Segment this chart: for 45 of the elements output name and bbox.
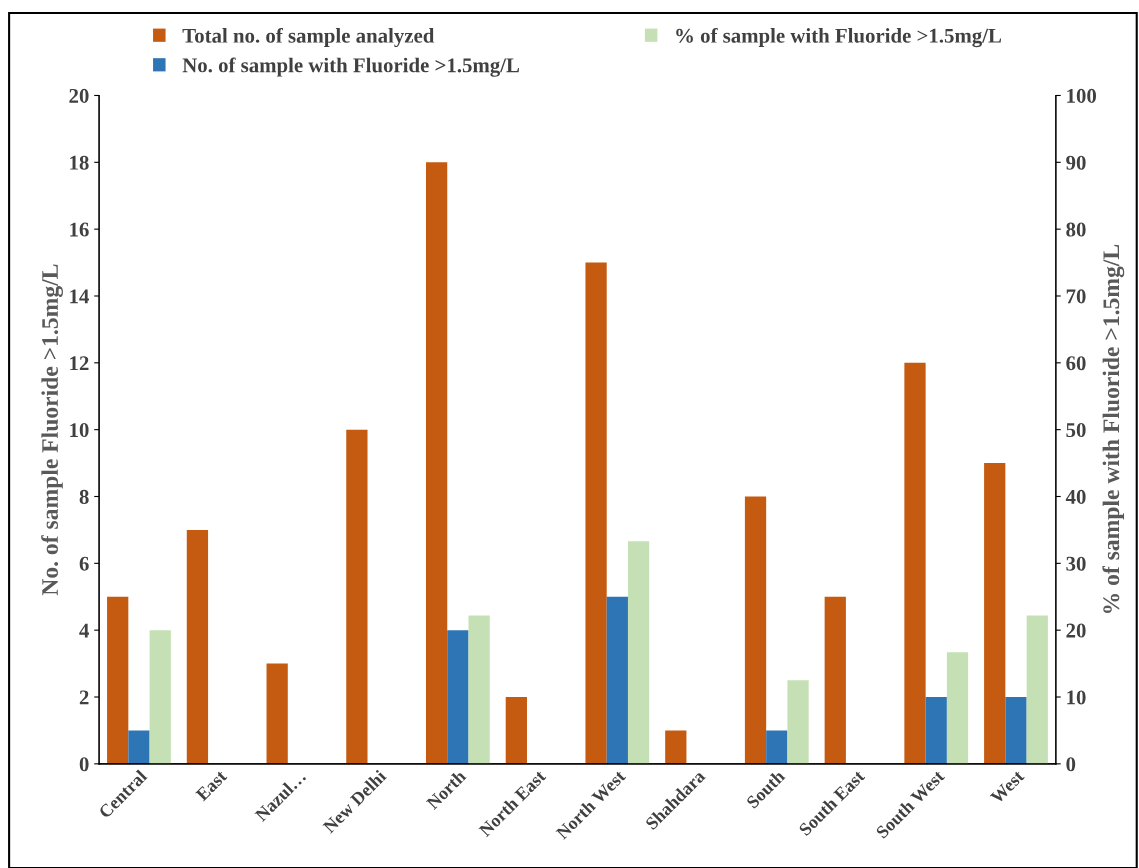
y2-axis-title: % of sample with Fluoride >1.5mg/L	[1102, 244, 1125, 614]
bar	[149, 630, 171, 764]
y2-tick-label: 70	[1066, 289, 1086, 304]
y-tick-label: 4	[79, 623, 89, 638]
x-tick-label: East	[195, 769, 228, 802]
y-tick-label: 2	[79, 690, 89, 705]
bar	[665, 730, 687, 764]
y-tick-label: 6	[79, 556, 89, 571]
bar	[744, 496, 767, 764]
y2-tick-label: 80	[1066, 222, 1086, 237]
bar	[107, 596, 129, 764]
bar	[787, 680, 809, 764]
bar	[585, 262, 607, 764]
x-tick-label: West	[989, 769, 1025, 805]
y2-tick-label: 40	[1065, 489, 1086, 504]
y-tick-label: 16	[70, 222, 89, 237]
y2-tick-label: 100	[1067, 88, 1097, 103]
legend-label: % of sample with Fluoride >1.5mg/L	[676, 27, 1002, 48]
bar	[904, 362, 926, 764]
y2-tick-label: 90	[1066, 155, 1086, 170]
y-tick-label: 0	[79, 757, 89, 772]
y2-tick-label: 60	[1066, 356, 1086, 371]
legend-label: No. of sample with Fluoride >1.5mg/L	[182, 57, 520, 77]
y-axis-title: No. of sample Fluoride >1.5mg/L	[41, 264, 63, 596]
bar	[266, 663, 288, 764]
y2-tick-label: 50	[1066, 423, 1086, 438]
bar	[186, 529, 209, 764]
y-tick-label: 20	[69, 88, 89, 103]
y2-tick-label: 0	[1066, 757, 1076, 772]
y2-tick-label: 20	[1066, 623, 1086, 638]
y-tick-label: 14	[70, 289, 89, 304]
bar	[425, 162, 448, 764]
y-tick-label: 8	[79, 489, 89, 504]
legend-label: Total no. of sample analyzed	[182, 27, 435, 48]
bar	[505, 697, 527, 764]
bar	[824, 596, 846, 764]
bar	[128, 730, 150, 764]
y-tick-label: 10	[70, 423, 89, 438]
y-tick-label: 18	[70, 155, 89, 170]
y2-tick-label: 10	[1067, 690, 1086, 705]
bar	[346, 429, 368, 764]
bar	[984, 463, 1006, 764]
y2-tick-label: 30	[1066, 556, 1086, 571]
y-tick-label: 12	[70, 356, 89, 371]
bar	[1026, 615, 1048, 764]
